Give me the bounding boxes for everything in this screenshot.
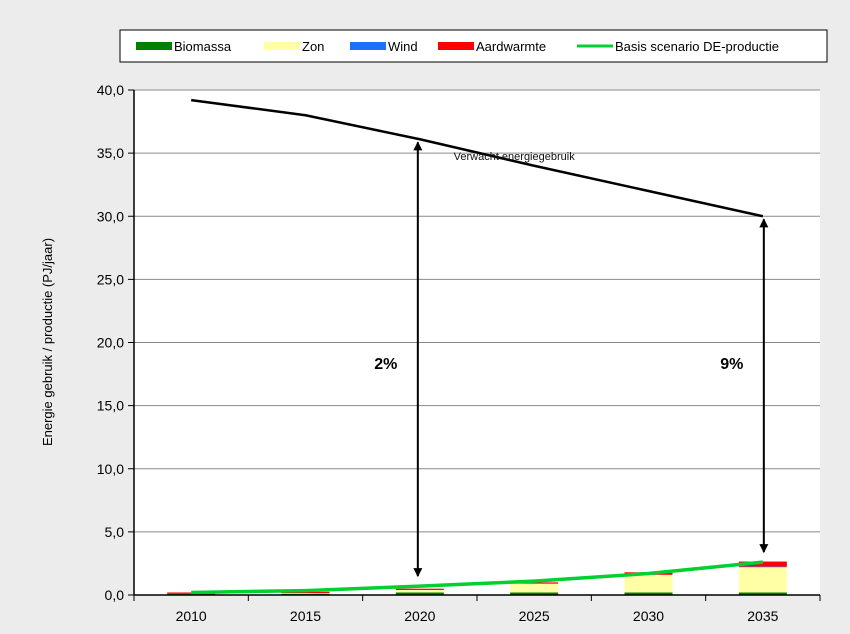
- series-line-de-productie: [191, 560, 764, 595]
- x-tick-label: 2010: [176, 608, 207, 624]
- legend-label: Biomassa: [174, 39, 232, 54]
- bar-aardwarmte: [167, 592, 216, 594]
- x-tick-label: 2030: [633, 608, 664, 624]
- bar-biomassa: [510, 592, 559, 595]
- legend-swatch: [438, 42, 474, 50]
- series-line-energiegebruik: [191, 98, 764, 218]
- legend-swatch: [136, 42, 172, 50]
- x-tick-label: 2015: [290, 608, 321, 624]
- bar-aardwarmte: [738, 561, 787, 567]
- y-tick-label: 20,0: [97, 335, 124, 351]
- bar-zon: [738, 567, 787, 593]
- y-tick-label: 10,0: [97, 461, 124, 477]
- bar-aardwarmte: [281, 591, 330, 594]
- legend-label: Basis scenario DE-productie: [615, 39, 779, 54]
- legend: Biomassa Zon Wind Aardwarmte Basis scenario …: [119, 29, 828, 63]
- x-tick-label: 2035: [747, 608, 778, 624]
- legend-swatch: [264, 42, 300, 50]
- legend-label: Aardwarmte: [476, 39, 546, 54]
- y-tick-label: 0,0: [105, 587, 125, 603]
- bar-zon: [510, 583, 559, 593]
- grid: [134, 89, 820, 533]
- y-tick-label: 30,0: [97, 208, 124, 224]
- y-axis-label: Energie gebruik / productie (PJ/jaar): [40, 238, 55, 446]
- x-tick-label: 2020: [404, 608, 435, 624]
- legend-label: Zon: [302, 39, 324, 54]
- bar-aardwarmte: [395, 588, 444, 590]
- y-tick-label: 40,0: [97, 82, 124, 98]
- y-tick-label: 25,0: [97, 271, 124, 287]
- annotation-label: 9%: [720, 356, 743, 373]
- x-tick-label: 2025: [519, 608, 550, 624]
- y-tick-label: 5,0: [105, 524, 125, 540]
- bar-biomassa: [738, 592, 787, 595]
- bar-aardwarmte: [510, 582, 559, 584]
- lines: Verwacht energiegebruik: [191, 98, 764, 595]
- bar-zon: [624, 574, 673, 593]
- line-label: Verwacht energiegebruik: [454, 151, 576, 163]
- axes: 0,0 5,0 10,0 15,0 20,0 25,0 30,0 35,0 40,0 2010 20…: [97, 82, 821, 624]
- bar-zon: [281, 593, 330, 594]
- annotation-arrows: 2% 9%: [374, 141, 769, 578]
- y-tick-label: 15,0: [97, 398, 124, 414]
- bar-wind: [738, 566, 787, 568]
- bar-biomassa: [395, 592, 444, 595]
- annotation-label: 2%: [374, 356, 397, 373]
- legend-swatch: [350, 42, 386, 50]
- legend-label: Wind: [388, 39, 418, 54]
- y-tick-label: 35,0: [97, 145, 124, 161]
- bar-zon: [395, 589, 444, 593]
- bar-biomassa: [624, 592, 673, 595]
